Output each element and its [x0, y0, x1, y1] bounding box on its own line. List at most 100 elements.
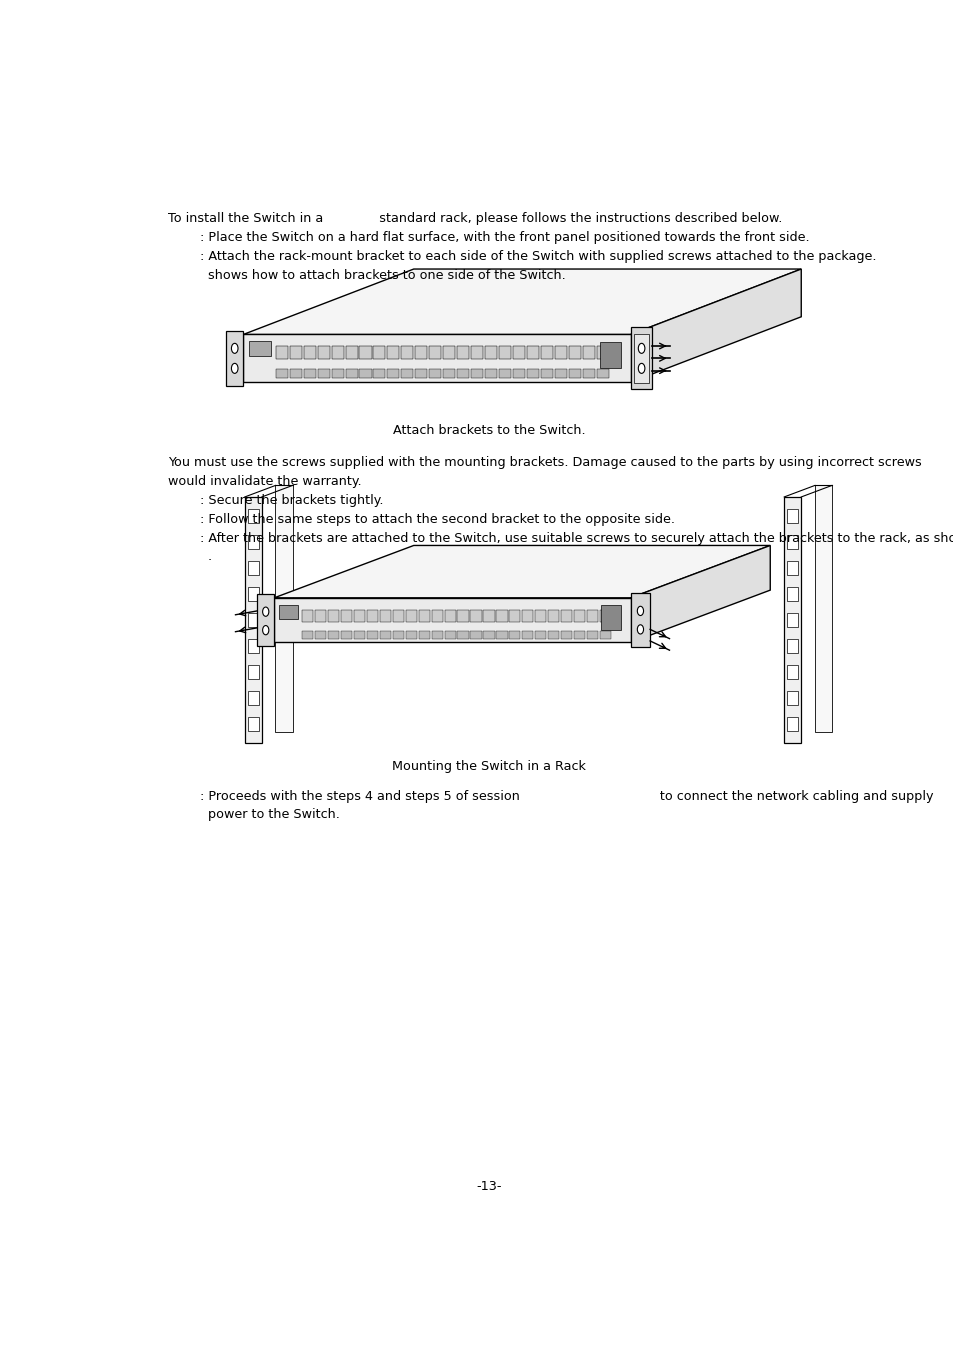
- Bar: [633, 333, 649, 383]
- Bar: [359, 346, 371, 359]
- Bar: [568, 369, 580, 378]
- Bar: [340, 610, 352, 622]
- Bar: [415, 369, 427, 378]
- Text: : Secure the brackets tightly.: : Secure the brackets tightly.: [168, 494, 383, 506]
- Bar: [401, 369, 413, 378]
- Ellipse shape: [232, 343, 237, 354]
- Bar: [248, 691, 258, 705]
- Ellipse shape: [638, 343, 644, 354]
- Bar: [418, 630, 430, 640]
- Bar: [443, 369, 455, 378]
- Bar: [496, 610, 507, 622]
- Bar: [328, 630, 339, 640]
- Text: : Proceeds with the steps 4 and steps 5 of session                              : : Proceeds with the steps 4 and steps 5 …: [168, 790, 933, 802]
- Text: To install the Switch in a              standard rack, please follows the instru: To install the Switch in a standard rack…: [168, 212, 781, 225]
- Bar: [314, 630, 326, 640]
- Bar: [401, 346, 413, 359]
- Bar: [599, 630, 611, 640]
- Bar: [387, 346, 399, 359]
- Bar: [786, 535, 798, 549]
- Ellipse shape: [638, 363, 644, 374]
- Bar: [630, 327, 652, 389]
- Bar: [393, 630, 403, 640]
- Bar: [429, 346, 441, 359]
- Bar: [373, 369, 385, 378]
- Bar: [560, 610, 572, 622]
- Bar: [521, 610, 533, 622]
- Bar: [387, 369, 399, 378]
- Bar: [582, 346, 594, 359]
- Bar: [484, 369, 497, 378]
- Bar: [354, 630, 365, 640]
- Bar: [786, 587, 798, 601]
- Bar: [379, 610, 391, 622]
- Bar: [498, 369, 511, 378]
- Bar: [599, 610, 611, 622]
- Bar: [275, 369, 288, 378]
- Bar: [248, 509, 258, 522]
- Bar: [786, 640, 798, 653]
- Bar: [457, 630, 468, 640]
- Bar: [345, 369, 357, 378]
- Bar: [786, 717, 798, 732]
- Bar: [535, 610, 546, 622]
- Bar: [317, 369, 330, 378]
- Bar: [328, 610, 339, 622]
- Bar: [586, 630, 598, 640]
- Bar: [290, 346, 301, 359]
- Bar: [444, 610, 456, 622]
- Text: : Attach the rack-mount bracket to each side of the Switch with supplied screws : : Attach the rack-mount bracket to each …: [168, 250, 876, 263]
- Bar: [367, 630, 377, 640]
- Bar: [431, 610, 442, 622]
- Bar: [302, 630, 313, 640]
- Bar: [456, 346, 469, 359]
- Bar: [332, 346, 343, 359]
- Bar: [332, 369, 343, 378]
- Bar: [555, 346, 566, 359]
- Bar: [783, 497, 801, 744]
- Polygon shape: [630, 545, 769, 643]
- Bar: [354, 610, 365, 622]
- Bar: [509, 610, 520, 622]
- Bar: [509, 630, 520, 640]
- Bar: [496, 630, 507, 640]
- Bar: [302, 610, 313, 622]
- Bar: [248, 535, 258, 549]
- Bar: [483, 630, 494, 640]
- Bar: [249, 340, 271, 356]
- Text: -13-: -13-: [476, 1180, 501, 1193]
- Text: shows how to attach brackets to one side of the Switch.: shows how to attach brackets to one side…: [168, 269, 565, 282]
- Bar: [314, 610, 326, 622]
- Text: : Place the Switch on a hard flat surface, with the front panel positioned towar: : Place the Switch on a hard flat surfac…: [168, 231, 809, 244]
- Bar: [429, 369, 441, 378]
- Text: : After the brackets are attached to the Switch, use suitable screws to securely: : After the brackets are attached to the…: [168, 532, 953, 544]
- Bar: [586, 610, 598, 622]
- Bar: [547, 630, 558, 640]
- Bar: [379, 630, 391, 640]
- Bar: [786, 613, 798, 628]
- Bar: [243, 335, 630, 382]
- Bar: [471, 346, 482, 359]
- Text: .: .: [168, 551, 212, 563]
- Bar: [471, 369, 482, 378]
- Bar: [248, 666, 258, 679]
- Bar: [317, 346, 330, 359]
- Bar: [630, 594, 649, 647]
- Bar: [345, 346, 357, 359]
- Text: : Follow the same steps to attach the second bracket to the opposite side.: : Follow the same steps to attach the se…: [168, 513, 675, 525]
- Ellipse shape: [232, 363, 237, 374]
- Bar: [470, 610, 481, 622]
- Ellipse shape: [262, 625, 269, 634]
- Polygon shape: [630, 269, 801, 382]
- Bar: [526, 369, 538, 378]
- Bar: [470, 630, 481, 640]
- Bar: [456, 369, 469, 378]
- Bar: [540, 346, 553, 359]
- Bar: [498, 346, 511, 359]
- Bar: [418, 610, 430, 622]
- Bar: [555, 369, 566, 378]
- Bar: [443, 346, 455, 359]
- Bar: [596, 346, 608, 359]
- Polygon shape: [243, 269, 801, 335]
- Bar: [444, 630, 456, 640]
